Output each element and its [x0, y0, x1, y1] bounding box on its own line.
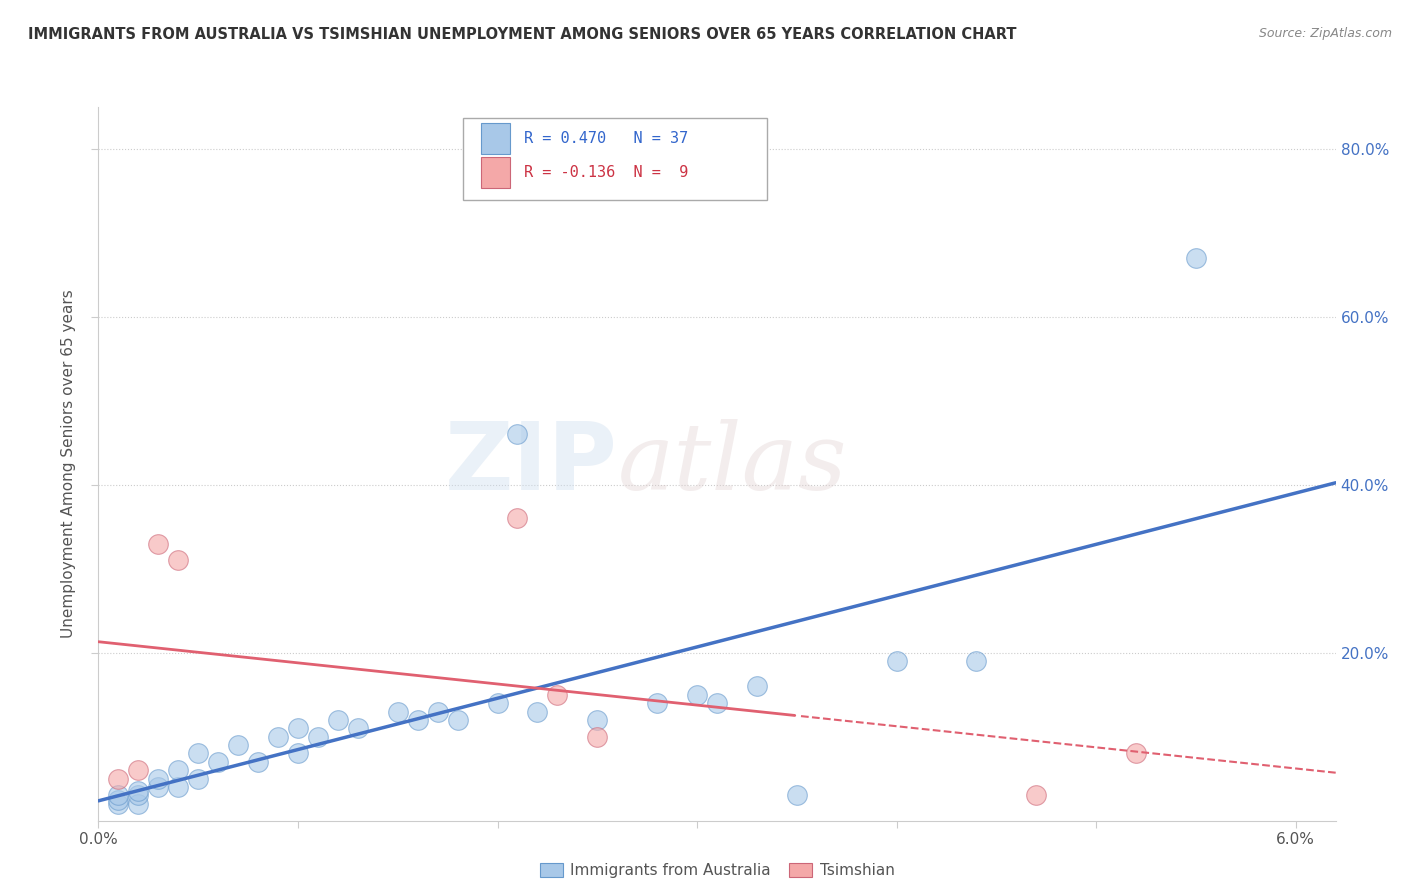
Y-axis label: Unemployment Among Seniors over 65 years: Unemployment Among Seniors over 65 years: [60, 290, 76, 638]
Legend: Immigrants from Australia, Tsimshian: Immigrants from Australia, Tsimshian: [533, 857, 901, 884]
Point: [127, 784, 149, 798]
Point: [148, 536, 170, 550]
Point: [187, 747, 209, 761]
Point: [387, 705, 409, 719]
Point: [226, 738, 249, 752]
Point: [148, 780, 170, 794]
Text: IMMIGRANTS FROM AUSTRALIA VS TSIMSHIAN UNEMPLOYMENT AMONG SENIORS OVER 65 YEARS : IMMIGRANTS FROM AUSTRALIA VS TSIMSHIAN U…: [28, 27, 1017, 42]
FancyBboxPatch shape: [464, 118, 766, 200]
Point: [506, 427, 529, 442]
Point: [706, 696, 728, 710]
Point: [287, 747, 309, 761]
Point: [127, 764, 149, 778]
Point: [586, 713, 609, 727]
Point: [127, 797, 149, 811]
FancyBboxPatch shape: [481, 157, 510, 188]
Point: [167, 553, 190, 567]
Point: [886, 654, 908, 668]
Point: [645, 696, 668, 710]
Text: Source: ZipAtlas.com: Source: ZipAtlas.com: [1258, 27, 1392, 40]
Point: [745, 679, 768, 693]
Point: [107, 772, 129, 786]
Point: [247, 755, 270, 769]
Point: [426, 705, 449, 719]
Point: [148, 772, 170, 786]
Point: [107, 789, 129, 803]
Point: [107, 792, 129, 806]
Point: [347, 721, 370, 735]
Point: [446, 713, 468, 727]
Point: [406, 713, 429, 727]
Point: [966, 654, 988, 668]
Point: [526, 705, 548, 719]
Point: [1185, 251, 1208, 265]
Point: [586, 730, 609, 744]
Text: R = 0.470   N = 37: R = 0.470 N = 37: [524, 131, 689, 146]
Point: [287, 721, 309, 735]
Point: [167, 764, 190, 778]
Point: [1025, 789, 1047, 803]
Point: [107, 797, 129, 811]
Point: [167, 780, 190, 794]
Point: [267, 730, 290, 744]
Point: [207, 755, 229, 769]
Point: [546, 688, 568, 702]
FancyBboxPatch shape: [481, 123, 510, 154]
Text: R = -0.136  N =  9: R = -0.136 N = 9: [524, 165, 689, 180]
Point: [326, 713, 349, 727]
Point: [1125, 747, 1147, 761]
Point: [486, 696, 509, 710]
Text: atlas: atlas: [619, 419, 848, 508]
Text: ZIP: ZIP: [446, 417, 619, 510]
Point: [686, 688, 709, 702]
Point: [187, 772, 209, 786]
Point: [127, 789, 149, 803]
Point: [786, 789, 808, 803]
Point: [307, 730, 329, 744]
Point: [506, 511, 529, 525]
